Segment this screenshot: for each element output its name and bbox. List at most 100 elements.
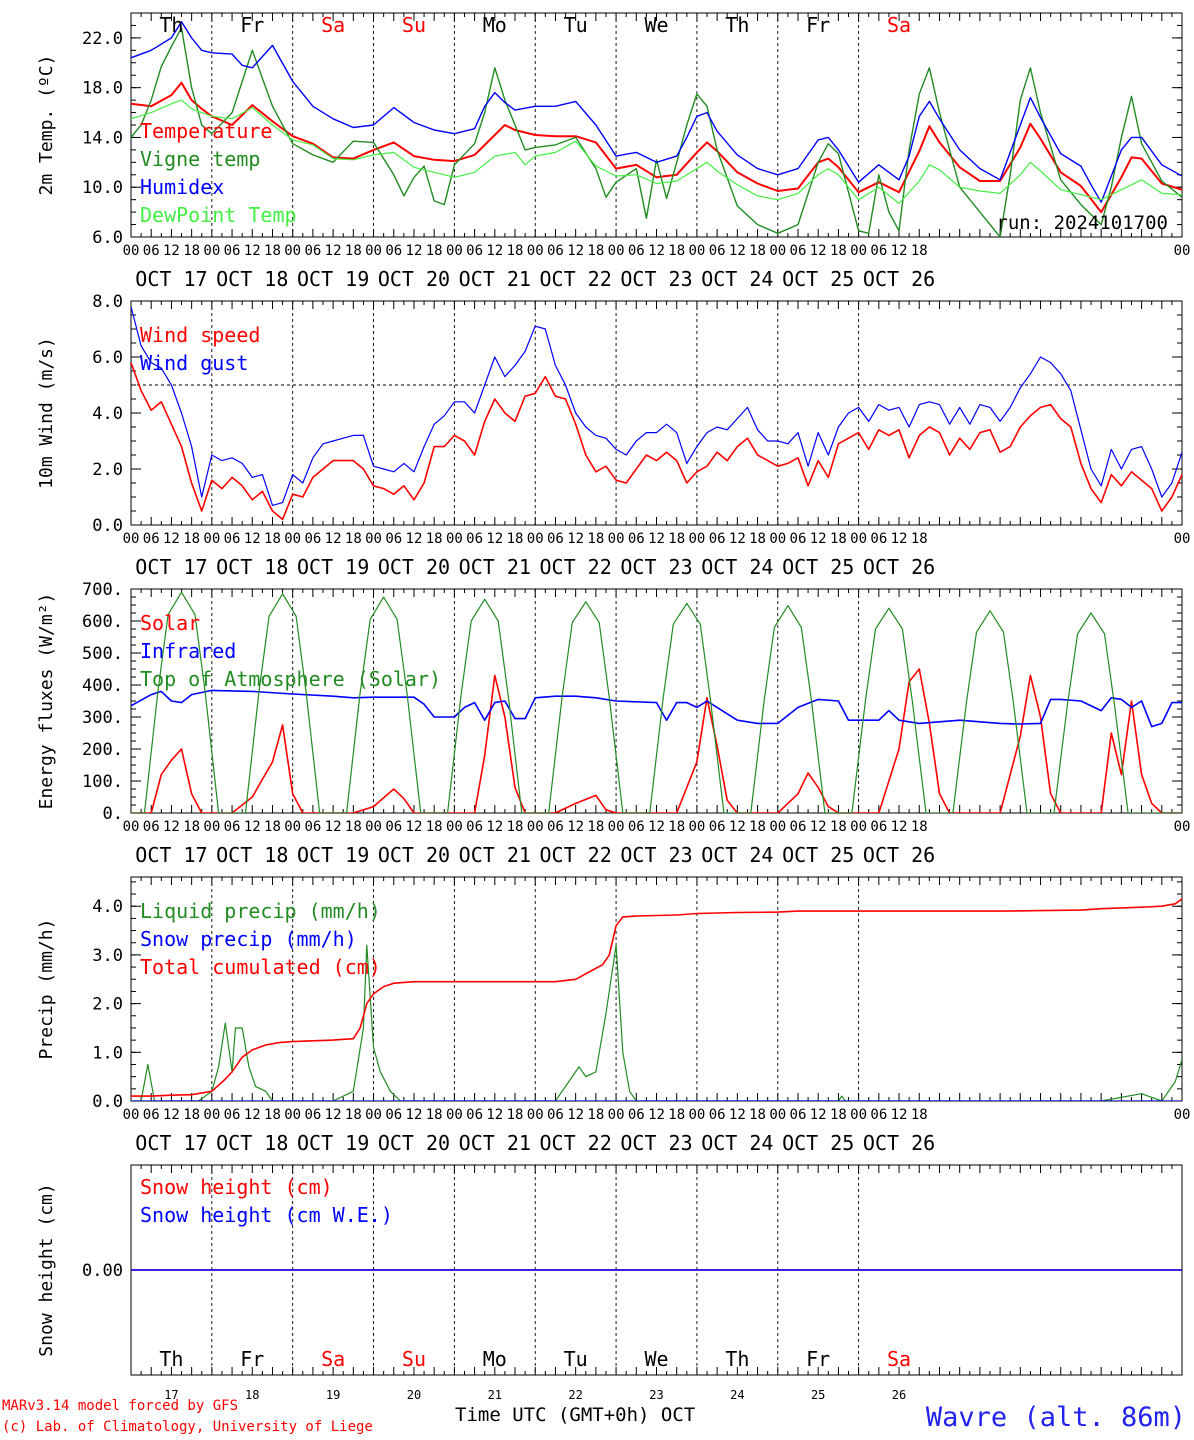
hour-tick-label: 18 [426, 243, 443, 259]
date-label: OCT 24 [701, 555, 773, 579]
date-label: OCT 20 [378, 555, 450, 579]
hour-tick-label: 06 [466, 819, 483, 835]
hour-tick-label: 06 [385, 1107, 402, 1123]
station-name: Wavre (alt. 86m) [925, 1402, 1186, 1433]
hour-tick-label: 00 [365, 1107, 382, 1123]
hour-tick-label: 12 [567, 531, 584, 547]
date-label: OCT 19 [297, 1131, 369, 1155]
hour-tick-label: 00 [365, 531, 382, 547]
date-label: OCT 18 [216, 555, 288, 579]
hour-tick-label: 18 [264, 243, 281, 259]
hour-tick-label: 06 [870, 1107, 887, 1123]
hour-tick-label: 00 [688, 243, 705, 259]
bottom-weekday-label: Th [159, 1347, 183, 1371]
hour-tick-label: 18 [426, 1107, 443, 1123]
date-label: OCT 22 [540, 555, 612, 579]
hour-tick-label: 12 [244, 819, 261, 835]
hour-tick-label: 00 [608, 243, 625, 259]
hour-tick-label: 18 [587, 819, 604, 835]
date-label: OCT 26 [863, 267, 935, 291]
hour-tick-label: 18 [264, 531, 281, 547]
wind-frame [130, 300, 1183, 526]
hour-tick-label: 12 [163, 531, 180, 547]
hour-tick-label: 06 [790, 1107, 807, 1123]
legend-snow-height-cm-: Snow height (cm) [140, 1175, 333, 1199]
hour-tick-label: 18 [668, 243, 685, 259]
lab-credit: (c) Lab. of Climatology, University of L… [2, 1419, 373, 1435]
hour-tick-label: 00 [123, 243, 140, 259]
weekday-label: Th [725, 13, 749, 37]
hour-tick-label: 00 [1174, 819, 1191, 835]
hour-tick-label: 06 [547, 819, 564, 835]
y-tick-label: 10.0 [82, 178, 123, 198]
y-tick-label: 0.00 [82, 1261, 123, 1281]
y-tick-label: 1.0 [92, 1043, 123, 1063]
y-tick-label: 700. [82, 580, 123, 600]
hour-tick-label: 00 [446, 531, 463, 547]
hour-tick-label: 12 [567, 1107, 584, 1123]
y-tick-label: 8.0 [92, 292, 123, 312]
precip-series-liquid-precip-mm-h- [131, 944, 1182, 1101]
hour-tick-label: 06 [547, 243, 564, 259]
temperature-series-vigne-temp [131, 27, 1182, 237]
hour-tick-label: 18 [911, 819, 928, 835]
y-tick-label: 500. [82, 644, 123, 664]
date-label: OCT 24 [701, 843, 773, 867]
snow-y-axis-title: Snow height (cm) [36, 1183, 57, 1356]
hour-tick-label: 18 [587, 1107, 604, 1123]
y-tick-label: 300. [82, 708, 123, 728]
temperature-series-dewpoint-temp [131, 99, 1182, 204]
hour-tick-label: 18 [345, 531, 362, 547]
weekday-label: Sa [321, 13, 345, 37]
hour-tick-label: 12 [810, 243, 827, 259]
hour-tick-label: 12 [325, 531, 342, 547]
hour-tick-label: 06 [709, 531, 726, 547]
y-tick-label: 6.0 [92, 348, 123, 368]
hour-tick-label: 00 [1174, 531, 1191, 547]
date-label: OCT 25 [782, 555, 854, 579]
hour-tick-label: 06 [385, 243, 402, 259]
hour-tick-label: 18 [911, 531, 928, 547]
weekday-label: Mo [483, 13, 507, 37]
hour-tick-label: 06 [709, 1107, 726, 1123]
hour-tick-label: 00 [527, 1107, 544, 1123]
hour-tick-label: 06 [870, 243, 887, 259]
hour-tick-label: 12 [325, 243, 342, 259]
hour-tick-label: 00 [365, 819, 382, 835]
hour-tick-label: 18 [507, 819, 524, 835]
hour-tick-label: 00 [688, 1107, 705, 1123]
day-number-label: 24 [730, 1388, 744, 1402]
hour-tick-label: 00 [365, 243, 382, 259]
date-label: OCT 23 [620, 843, 692, 867]
hour-tick-label: 12 [729, 1107, 746, 1123]
hour-tick-label: 06 [385, 531, 402, 547]
y-tick-label: 4.0 [92, 404, 123, 424]
hour-tick-label: 18 [345, 1107, 362, 1123]
hour-tick-label: 06 [790, 819, 807, 835]
y-tick-label: 100. [82, 772, 123, 792]
hour-tick-label: 18 [587, 531, 604, 547]
hour-tick-label: 12 [244, 243, 261, 259]
y-tick-label: 400. [82, 676, 123, 696]
date-label: OCT 26 [863, 843, 935, 867]
hour-tick-label: 00 [769, 243, 786, 259]
hour-tick-label: 12 [729, 243, 746, 259]
hour-tick-label: 18 [668, 531, 685, 547]
hour-tick-label: 18 [426, 531, 443, 547]
hour-tick-label: 00 [850, 531, 867, 547]
hour-tick-label: 00 [850, 1107, 867, 1123]
hour-tick-label: 00 [203, 1107, 220, 1123]
hour-tick-label: 00 [527, 243, 544, 259]
legend-liquid-precip-mm-h-: Liquid precip (mm/h) [140, 899, 381, 923]
hour-tick-label: 06 [628, 243, 645, 259]
hour-tick-label: 12 [729, 819, 746, 835]
hour-tick-label: 12 [891, 819, 908, 835]
legend-solar: Solar [140, 611, 200, 635]
weekday-label: Fr [806, 13, 830, 37]
hour-tick-label: 06 [790, 243, 807, 259]
y-tick-label: 0.0 [92, 1092, 123, 1112]
hour-tick-label: 06 [466, 1107, 483, 1123]
hour-tick-label: 18 [668, 819, 685, 835]
hour-tick-label: 12 [406, 1107, 423, 1123]
legend-infrared: Infrared [140, 639, 236, 663]
